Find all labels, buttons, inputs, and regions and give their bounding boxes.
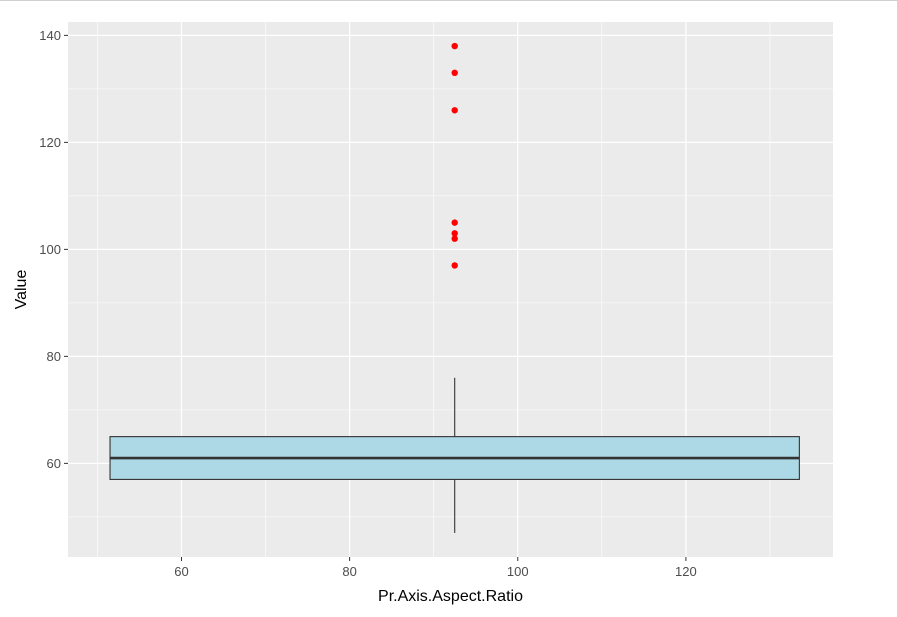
outlier-point xyxy=(451,219,458,226)
x-tick-label: 60 xyxy=(174,564,188,579)
outlier-point xyxy=(451,230,458,237)
y-axis: 60 80 100 120 140 xyxy=(39,28,68,471)
x-axis-title: Pr.Axis.Aspect.Ratio xyxy=(378,588,523,605)
outlier-points xyxy=(451,42,458,269)
y-tick-label: 80 xyxy=(47,349,61,364)
outlier-point xyxy=(451,69,458,77)
x-axis: 60 80 100 120 xyxy=(174,557,697,579)
boxplot-group xyxy=(109,377,800,533)
y-tick-label: 60 xyxy=(47,456,61,471)
outlier-point xyxy=(451,262,458,269)
y-tick-label: 140 xyxy=(39,28,61,43)
y-tick-label: 120 xyxy=(39,135,61,150)
y-axis-title: Value xyxy=(13,270,30,310)
outlier-point xyxy=(451,107,458,114)
x-tick-label: 120 xyxy=(675,564,697,579)
y-tick-label: 100 xyxy=(39,242,61,257)
top-divider xyxy=(0,0,897,1)
x-tick-label: 100 xyxy=(507,564,529,579)
outlier-point xyxy=(451,42,458,50)
x-tick-label: 80 xyxy=(342,564,356,579)
outlier-point xyxy=(451,235,458,242)
